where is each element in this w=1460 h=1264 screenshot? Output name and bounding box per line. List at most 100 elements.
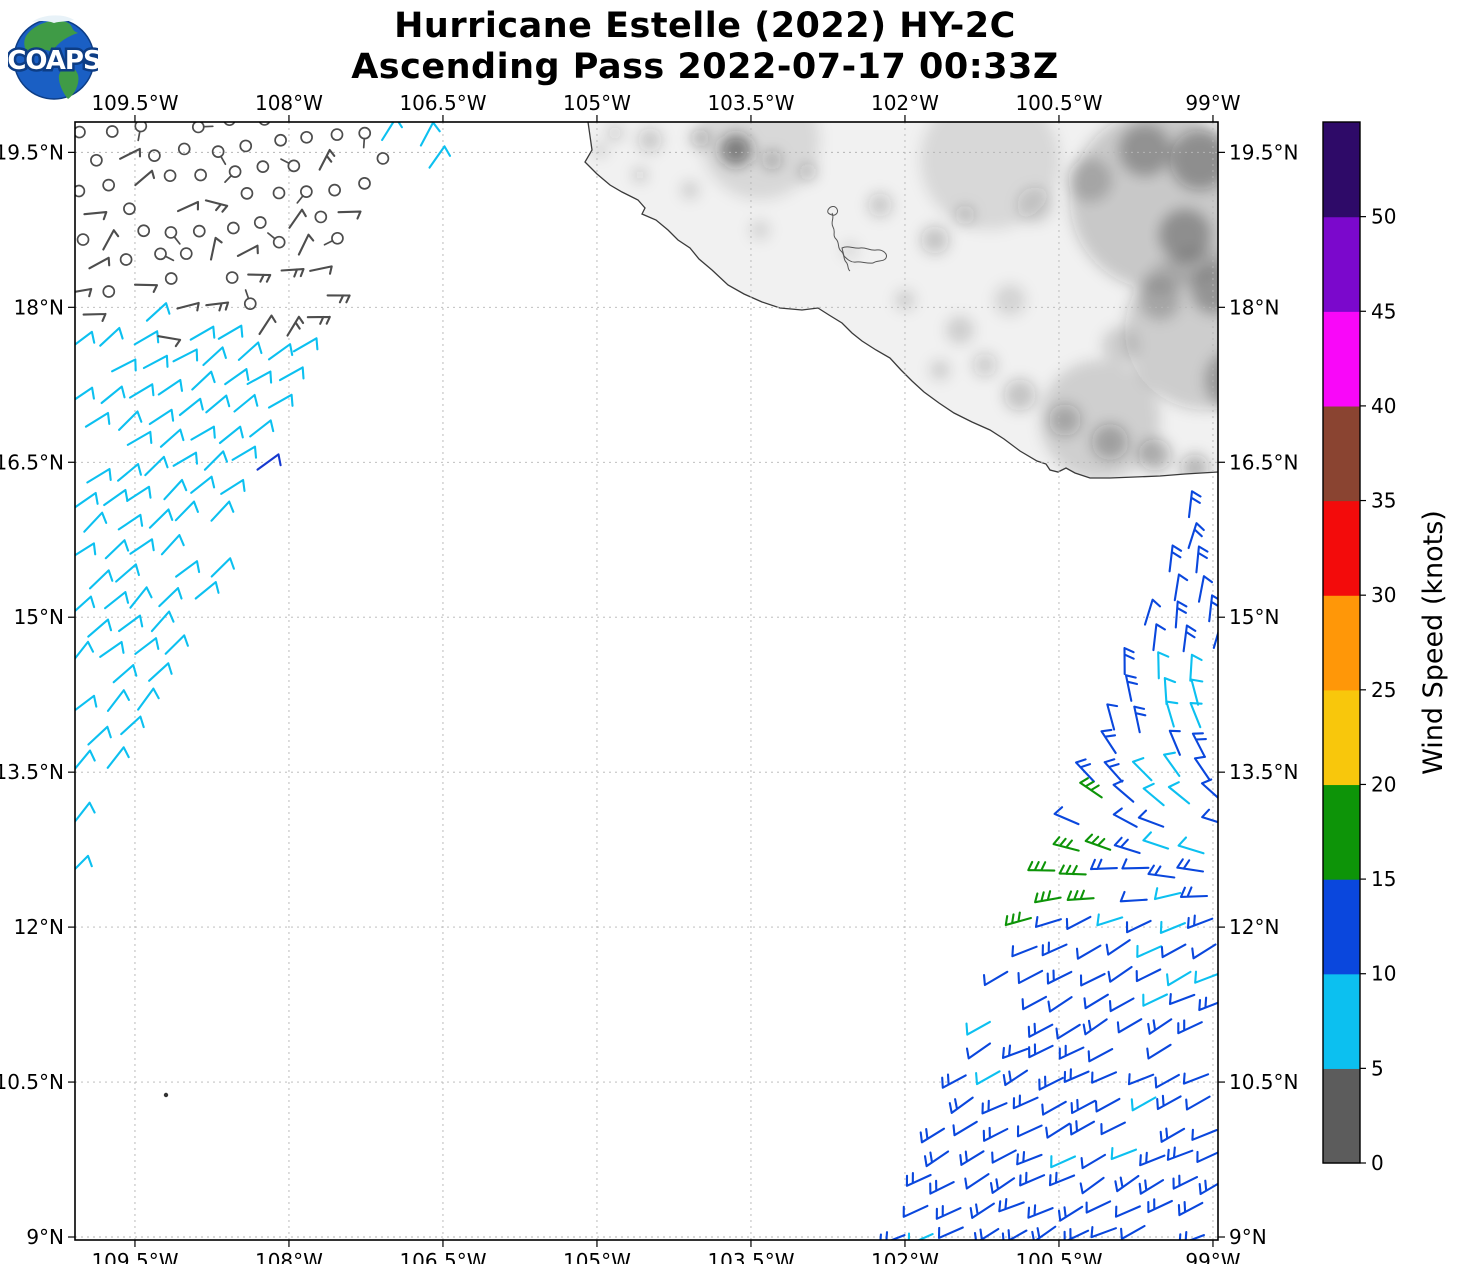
wind-barb bbox=[1027, 1022, 1054, 1038]
calm-circle bbox=[243, 297, 257, 311]
wind-barb bbox=[118, 614, 144, 633]
wind-barb bbox=[111, 358, 137, 373]
wind-barb bbox=[1045, 1122, 1071, 1139]
wind-barb bbox=[133, 330, 160, 346]
chart-subtitle: Ascending Pass 2022-07-17 00:33Z bbox=[351, 47, 1059, 87]
wind-barb bbox=[205, 394, 231, 414]
x-tick-label: 99°W bbox=[1185, 1249, 1240, 1264]
wind-barb bbox=[1138, 1179, 1165, 1195]
colorbar-tick-label: 40 bbox=[1371, 394, 1396, 418]
wind-barb bbox=[1198, 996, 1218, 1012]
wind-barb bbox=[1165, 700, 1179, 728]
calm-circle bbox=[239, 139, 253, 153]
calm-circle bbox=[211, 145, 225, 158]
wind-barb bbox=[1057, 1205, 1084, 1222]
wind-barb bbox=[1130, 1096, 1157, 1112]
wind-barb bbox=[1147, 864, 1176, 879]
wind-barb bbox=[292, 337, 319, 353]
wind-barb bbox=[75, 595, 96, 613]
calm-circle bbox=[228, 165, 242, 178]
wind-barb bbox=[929, 1179, 955, 1195]
wind-barb bbox=[1096, 913, 1124, 927]
y-tick-label: 15°N bbox=[14, 605, 64, 629]
wind-barb bbox=[879, 1231, 906, 1240]
wind-barb bbox=[1110, 1146, 1138, 1161]
wind-barb bbox=[134, 637, 160, 655]
wind-barb bbox=[1179, 886, 1209, 898]
calm-circle bbox=[105, 125, 119, 138]
gridlines bbox=[75, 122, 1218, 1240]
wind-barb bbox=[907, 1232, 934, 1240]
calm-circle bbox=[358, 177, 371, 190]
wind-barb bbox=[104, 591, 130, 610]
calm-circle bbox=[300, 130, 313, 144]
wind-barb bbox=[337, 210, 362, 220]
x-tick-label: 109.5°W bbox=[91, 91, 178, 115]
wind-barb bbox=[1125, 919, 1152, 934]
wind-barb bbox=[175, 560, 201, 578]
calm-circle bbox=[314, 210, 328, 224]
colorbar-tick-label: 50 bbox=[1371, 205, 1396, 229]
wind-barb bbox=[965, 1020, 991, 1036]
wind-barb bbox=[1112, 779, 1135, 803]
calm-circle bbox=[148, 149, 161, 162]
wind-barb bbox=[158, 587, 183, 608]
y-tick-label: 12°N bbox=[1229, 915, 1279, 939]
logo-south-america bbox=[58, 66, 79, 99]
wind-barb bbox=[1116, 1018, 1143, 1034]
wind-barb bbox=[236, 244, 259, 257]
wind-barb bbox=[419, 122, 441, 147]
calm-circle bbox=[223, 122, 236, 127]
wind-barb bbox=[1080, 1153, 1107, 1170]
colorbar-border bbox=[1322, 121, 1361, 1164]
wind-barb bbox=[1167, 781, 1191, 805]
wind-barb bbox=[1143, 598, 1162, 626]
x-tick-label: 102°W bbox=[871, 91, 939, 115]
x-tick-label: 103.5°W bbox=[707, 91, 794, 115]
wind-barb bbox=[82, 312, 107, 322]
wind-barb bbox=[142, 354, 169, 370]
wind-barb bbox=[1052, 836, 1080, 852]
wind-barb bbox=[218, 425, 244, 445]
wind-barb bbox=[237, 341, 263, 361]
wind-barb bbox=[210, 557, 235, 578]
wind-barb bbox=[1108, 997, 1135, 1013]
wind-barb bbox=[1189, 653, 1203, 682]
y-tick-label: 18°N bbox=[14, 295, 64, 319]
calm-circle bbox=[348, 105, 359, 116]
wind-barb bbox=[148, 662, 173, 682]
wind-barb bbox=[1137, 809, 1165, 828]
colorbar-label: Wind Speed (knots) bbox=[1418, 510, 1449, 775]
wind-barb bbox=[83, 211, 108, 221]
wind-barb bbox=[1038, 1075, 1064, 1091]
wind-barb bbox=[134, 169, 156, 187]
wind-barb bbox=[1135, 968, 1162, 983]
wind-barb bbox=[1004, 911, 1032, 927]
calm-circle bbox=[328, 183, 341, 197]
wind-barb bbox=[1105, 939, 1131, 956]
wind-barb bbox=[1048, 1171, 1076, 1187]
wind-barb bbox=[1198, 1179, 1218, 1196]
coaps-logo: COAPS bbox=[5, 6, 104, 104]
wind-barb bbox=[106, 746, 130, 769]
wind-barb bbox=[1058, 864, 1087, 876]
wind-barb bbox=[1066, 889, 1095, 901]
wind-barb bbox=[991, 1149, 1017, 1164]
wind-barb bbox=[87, 618, 113, 638]
wind-barb bbox=[220, 478, 246, 495]
wind-barb bbox=[126, 485, 152, 502]
wind-barb bbox=[1121, 858, 1150, 870]
wind-barb bbox=[1103, 758, 1124, 783]
wind-barb bbox=[306, 315, 331, 325]
wind-barb bbox=[247, 273, 272, 283]
y-tick-label: 10.5°N bbox=[1229, 1070, 1299, 1094]
x-tick-label: 108°W bbox=[255, 1249, 323, 1264]
wind-barb bbox=[1200, 778, 1218, 800]
wind-barb bbox=[157, 378, 184, 396]
wind-barb bbox=[1153, 887, 1182, 901]
wind-barb bbox=[1114, 1174, 1140, 1193]
wind-barb bbox=[1079, 1176, 1105, 1195]
y-tick-label: 15°N bbox=[1229, 605, 1279, 629]
wind-barb bbox=[1173, 573, 1189, 602]
colorbar-band bbox=[1323, 500, 1360, 596]
